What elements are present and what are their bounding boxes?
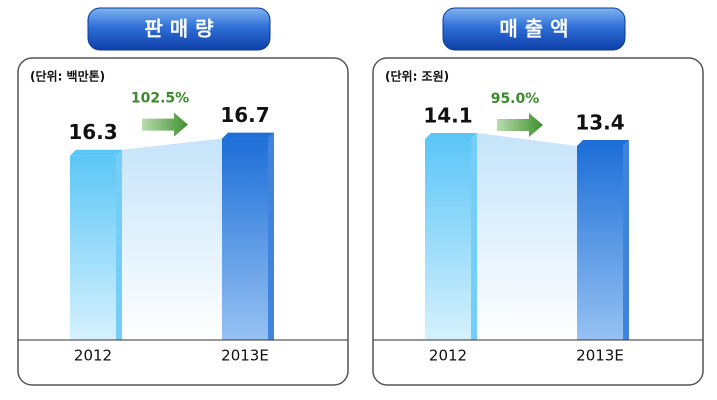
growth-label: 102.5%: [131, 91, 189, 107]
value-label: 16.3: [68, 120, 117, 144]
bar-side: [268, 132, 274, 340]
title-pill: [442, 7, 626, 51]
growth-arrow: [142, 112, 188, 137]
panel-title: 판 매 량: [144, 17, 214, 41]
value-label: 14.1: [423, 104, 472, 128]
title-pill: [87, 7, 271, 51]
growth-arrow: [497, 113, 543, 137]
bar-top: [70, 149, 122, 156]
unit-label: (단위: 백만톤): [30, 69, 105, 84]
x-tick-label: 2012: [429, 347, 467, 365]
x-tick-label: 2013E: [221, 347, 269, 365]
value-label: 16.7: [220, 103, 269, 127]
x-tick-label: 2012: [74, 347, 112, 365]
value-label: 13.4: [575, 111, 624, 135]
bar: [222, 138, 268, 340]
connector: [477, 133, 577, 340]
bar: [70, 155, 116, 340]
unit-label: (단위: 조원): [385, 69, 449, 84]
bar-top: [425, 133, 477, 139]
bar: [577, 146, 623, 340]
bar: [425, 139, 471, 340]
bar-side: [116, 149, 122, 340]
bar-side: [623, 140, 629, 340]
bar-top: [222, 132, 274, 139]
bar-top: [577, 140, 629, 146]
connector: [122, 138, 222, 340]
growth-label: 95.0%: [491, 91, 540, 107]
x-tick-label: 2013E: [576, 347, 624, 365]
panel-title: 매 출 액: [499, 17, 568, 41]
bar-side: [471, 133, 477, 340]
